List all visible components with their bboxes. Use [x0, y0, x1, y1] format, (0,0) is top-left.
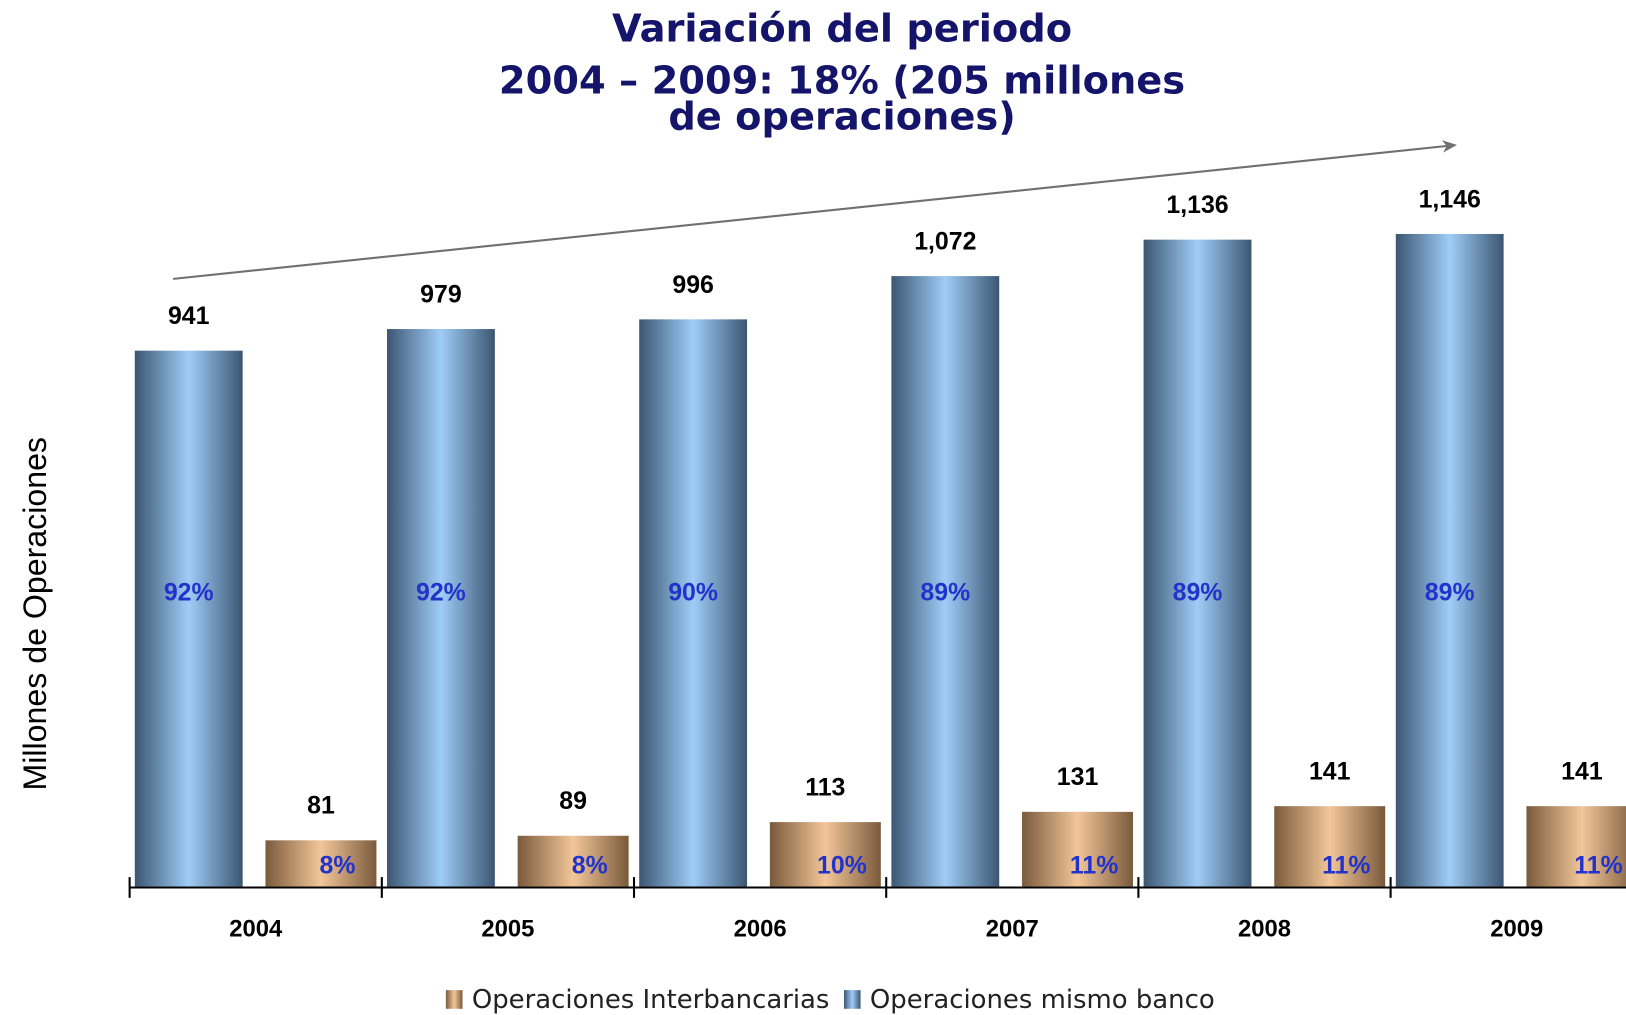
x-tick-label: 2004 [229, 915, 283, 942]
data-label: 996 [672, 271, 714, 299]
x-tick-label: 2005 [481, 915, 534, 942]
bar [517, 835, 629, 887]
share-label: 8% [572, 851, 608, 879]
data-label: 1,072 [914, 227, 976, 255]
bar [769, 822, 881, 887]
data-label: 979 [420, 280, 462, 308]
legend-label: Operaciones Interbancarias [472, 985, 830, 1015]
x-tick-label: 2008 [1238, 915, 1291, 942]
data-label: 941 [168, 302, 210, 330]
share-label: 11% [1070, 851, 1118, 879]
bar [1143, 239, 1252, 887]
share-label: 8% [320, 851, 356, 879]
bar [387, 329, 495, 887]
legend-swatch [843, 990, 861, 1009]
bar [891, 276, 1000, 887]
bar [134, 350, 243, 887]
share-label: 10% [817, 851, 867, 879]
share-label: 90% [668, 579, 718, 607]
share-label: 89% [1173, 579, 1223, 607]
share-label: 89% [920, 579, 970, 607]
share-label: 89% [1425, 579, 1475, 607]
share-label: 92% [164, 579, 214, 607]
data-label: 89 [559, 787, 587, 815]
bar [1274, 806, 1386, 887]
data-label: 131 [1057, 763, 1099, 791]
data-label: 1,146 [1419, 185, 1481, 213]
bar [639, 319, 748, 887]
chart-title: de operaciones) [668, 95, 1015, 140]
data-label: 141 [1309, 758, 1351, 786]
share-label: 92% [416, 579, 466, 607]
x-tick-label: 2007 [986, 915, 1039, 942]
bar [1526, 806, 1626, 887]
share-label: 11% [1322, 851, 1370, 879]
share-label: 11% [1574, 851, 1622, 879]
x-tick-label: 2009 [1490, 915, 1543, 942]
x-tick-label: 2006 [734, 915, 787, 942]
data-label: 113 [805, 774, 845, 802]
bar [1022, 811, 1134, 887]
data-label: 81 [307, 792, 335, 820]
trend-arrow [173, 140, 1457, 280]
data-label: 141 [1561, 758, 1603, 786]
y-axis-label: Millones de Operaciones [17, 437, 53, 791]
data-label: 1,136 [1166, 191, 1228, 219]
bar [265, 840, 377, 887]
legend-swatch [445, 990, 463, 1009]
bar [1395, 233, 1504, 887]
legend-label: Operaciones mismo banco [870, 985, 1215, 1015]
chart-title: 2004 – 2009: 18% (205 millones [499, 58, 1185, 103]
chart-title: Variación del periodo [612, 7, 1072, 52]
